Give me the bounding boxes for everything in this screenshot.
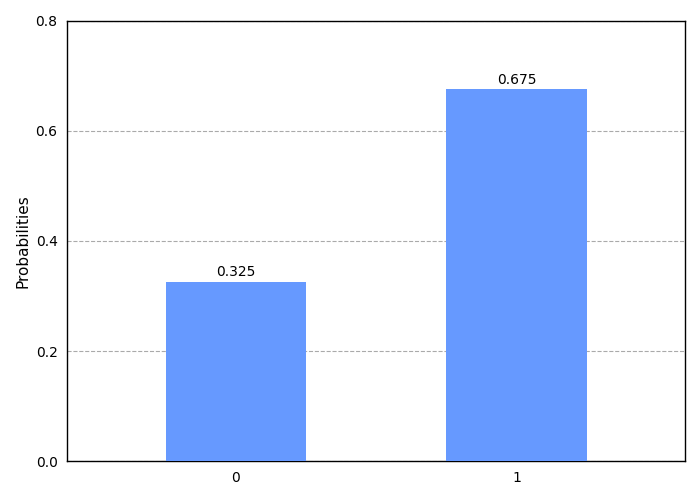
Bar (447, 90, 587, 462)
Bar (166, 282, 306, 462)
Text: 0.325: 0.325 (216, 266, 256, 280)
Y-axis label: Probabilities: Probabilities (15, 194, 30, 288)
Text: 0.675: 0.675 (497, 72, 536, 86)
